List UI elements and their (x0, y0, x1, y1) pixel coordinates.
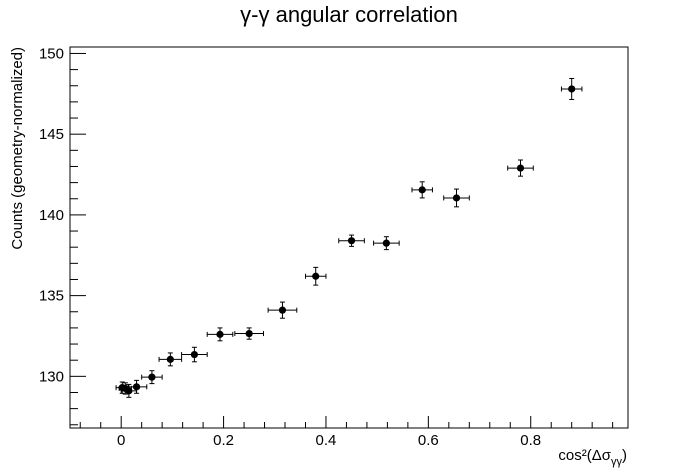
data-marker (216, 330, 224, 338)
data-point (443, 188, 470, 208)
y-tick-label: 135 (39, 288, 64, 305)
data-marker (245, 329, 253, 338)
y-tick-label: 130 (39, 368, 64, 385)
x-axis-title: cos²(Δσγγ) (558, 447, 627, 468)
data-marker (568, 85, 576, 93)
data-marker (516, 164, 525, 172)
data-point (411, 181, 433, 199)
data-point (181, 346, 208, 363)
plot-frame (69, 46, 629, 429)
y-axis: 130 135 140 145 150 (39, 45, 86, 426)
x-tick-label: 0.2 (213, 432, 234, 449)
y-tick-label: 145 (39, 126, 64, 143)
data-point (206, 327, 234, 342)
data-points (115, 77, 583, 398)
data-point (507, 159, 534, 177)
data-marker (382, 239, 390, 247)
data-marker (418, 186, 426, 194)
data-point (141, 370, 163, 385)
data-marker (132, 383, 141, 391)
x-axis: 0 0.2 0.4 0.6 0.8 (79, 416, 614, 449)
data-point (158, 352, 183, 367)
data-point (373, 236, 400, 251)
data-marker (166, 355, 174, 363)
data-point (234, 327, 265, 340)
x-tick-label: 0.8 (520, 432, 541, 449)
data-marker (125, 387, 133, 395)
data-marker (312, 272, 320, 280)
y-tick-label: 150 (39, 45, 64, 62)
y-tick-label: 140 (39, 207, 64, 224)
data-point (338, 234, 365, 247)
chart-title: γ-γ angular correlation (240, 2, 458, 27)
data-point (304, 266, 327, 286)
data-marker (347, 237, 356, 245)
x-tick-label: 0.4 (316, 432, 337, 449)
data-marker (452, 194, 461, 202)
data-marker (148, 373, 156, 381)
data-point (560, 77, 583, 100)
data-marker (278, 306, 287, 314)
data-point (267, 301, 298, 319)
x-tick-label: 0.6 (418, 432, 439, 449)
data-marker (190, 350, 198, 359)
data-point (125, 379, 148, 394)
y-axis-title: Counts (geometry-normalized) (9, 47, 26, 250)
x-tick-label: 0 (117, 432, 125, 449)
